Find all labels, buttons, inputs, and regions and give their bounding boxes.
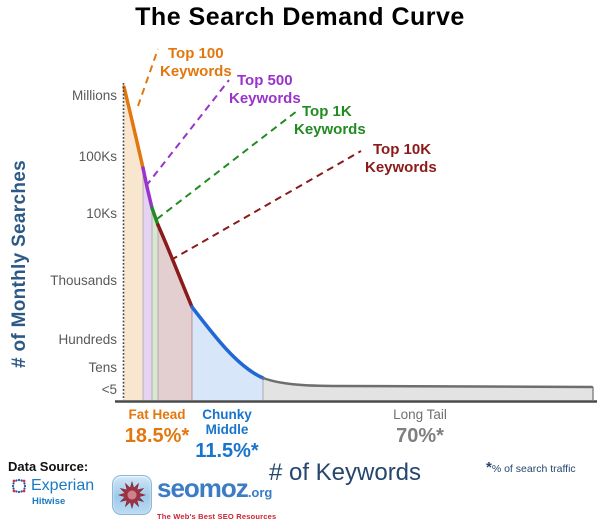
callout-line1: Top 10K	[373, 141, 432, 158]
region-label: Chunky Middle	[202, 407, 252, 437]
seomoz-logo: seomoz.org The Web's Best SEO Resources	[112, 475, 276, 520]
curve-top100-segment	[122, 85, 145, 170]
curve-top500-segment	[141, 166, 154, 210]
y-tick-millions: Millions	[71, 88, 117, 103]
y-tick-10ks: 10Ks	[86, 206, 117, 221]
y-tick-thousands: Thousands	[50, 273, 117, 288]
callout-line2: Keywords	[294, 121, 366, 138]
region-traffic-pct: 18.5%*	[124, 425, 190, 447]
seomoz-badge	[112, 475, 152, 515]
experian-brand-text: Experian	[31, 477, 95, 494]
curve-chunky-middle-segment	[190, 305, 265, 380]
experian-logo-icon	[11, 478, 27, 494]
callout-top-500-keywords: Top 500 Keywords	[229, 72, 301, 108]
top10k-leader-line	[170, 150, 362, 261]
callout-top-1k-keywords: Top 1K Keywords	[294, 103, 366, 139]
fat-head-top500-area	[143, 168, 152, 400]
fat-head-top10k-area	[158, 225, 192, 400]
seomoz-star-icon	[117, 480, 147, 510]
top100-leader-line	[137, 48, 159, 107]
region-label: Long Tail	[393, 407, 447, 422]
data-source-label: Data Source:	[8, 459, 89, 474]
seomoz-tld-text: .org	[247, 485, 273, 500]
y-tick-tens: Tens	[88, 360, 117, 375]
x-axis-title: # of Keywords	[268, 459, 422, 486]
region-fat-head: Fat Head 18.5%*	[113, 407, 201, 447]
callout-line2: Keywords	[365, 159, 437, 176]
top1k-leader-line	[156, 110, 298, 220]
region-label: Fat Head	[128, 407, 186, 422]
seomoz-tagline: The Web's Best SEO Resources	[157, 512, 277, 520]
data-source-block: Data Source: Experian Hitwise	[8, 459, 94, 507]
traffic-footnote: *% of search traffic	[486, 459, 576, 477]
curve-long-tail-segment	[261, 376, 594, 389]
fat-head-top100-area	[124, 88, 143, 400]
y-tick-hundreds: Hundreds	[58, 332, 117, 347]
curve-top1k-segment	[150, 206, 160, 227]
top500-leader-line	[145, 79, 230, 187]
footnote-asterisk: *	[486, 459, 492, 476]
hitwise-brand-text: Hitwise	[32, 496, 66, 507]
region-long-tail: Long Tail 70%*	[373, 407, 467, 447]
callout-line1: Top 1K	[302, 103, 352, 120]
footnote-text: % of search traffic	[491, 463, 576, 475]
callout-line2: Keywords	[160, 63, 232, 80]
curve-top10k-segment	[156, 223, 194, 309]
region-traffic-pct: 70%*	[396, 425, 444, 447]
long-tail-area	[263, 378, 593, 400]
callout-line1: Top 100	[168, 45, 224, 62]
y-tick-100ks: 100Ks	[78, 149, 117, 164]
callout-top-10k-keywords: Top 10K Keywords	[365, 141, 437, 177]
seomoz-wordmark-text: seomoz	[157, 473, 249, 503]
region-chunky-middle: Chunky Middle 11.5%*	[183, 407, 271, 462]
y-tick-lt5: <5	[101, 382, 117, 397]
callout-top-100-keywords: Top 100 Keywords	[160, 45, 232, 81]
region-traffic-pct: 11.5%*	[195, 440, 259, 462]
chart-title: The Search Demand Curve	[135, 3, 465, 31]
y-axis-title: # of Monthly Searches	[9, 160, 30, 368]
callout-line2: Keywords	[229, 90, 301, 107]
fat-head-top1k-area	[152, 208, 158, 400]
callout-line1: Top 500	[237, 72, 293, 89]
